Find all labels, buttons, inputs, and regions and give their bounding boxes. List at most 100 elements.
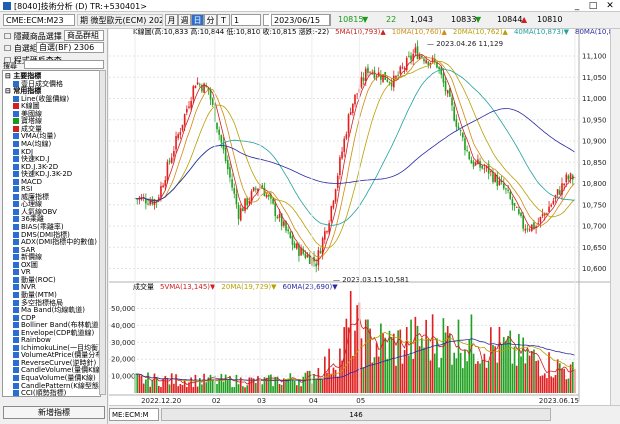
volume-bar [330,373,333,393]
candle-body [423,58,425,62]
tree-item-label: 壹日成交價格 [21,79,63,88]
volume-bar [285,378,287,393]
interval-input[interactable]: 1 [231,14,261,26]
tree-item[interactable]: IchimokuLine(一目均衡) [13,344,100,352]
chart-canvas[interactable]: 10,600 10,650 10,700 10,750 10,800 10,850 10,9… [109,29,610,405]
tree-item[interactable]: CandleVolume(量價K線) [13,366,100,374]
candle-body [459,130,462,131]
tree-item[interactable]: BIAS(乖離率) [13,223,64,231]
chart-area[interactable]: K線圖(高:10,833 高:10,844 低:10,810 收:10,815 … [109,28,620,405]
quote-open-arrow: ▼ [475,15,482,24]
tree-item[interactable]: OX圖 [13,261,38,269]
volume-bar [188,382,190,393]
volume-bar [539,376,542,393]
tree-item[interactable]: 36乘離 [13,215,44,223]
close-button[interactable]: ✕ [606,1,614,11]
tree-item[interactable]: 多空指標格局 [13,299,63,307]
tree-item[interactable]: KDJ [13,148,33,156]
tree-item[interactable]: ADX(DMI指標中的數值) [13,238,97,246]
candle-body [246,197,249,206]
period-day-button[interactable]: 日 [191,14,204,26]
tree-group[interactable]: ⊟ 常用指標 [5,87,41,95]
tree-item[interactable]: Envelope(CDP軌道線) [13,329,94,337]
tree-item[interactable]: SAR [13,246,35,254]
candle-body [539,216,542,223]
volume-bar [569,364,572,393]
period-month-button[interactable]: 月 [165,14,178,26]
tree-item[interactable]: 動量(ROC) [13,276,56,284]
tree-item[interactable]: VolumeAtPrice(價量分布) [13,351,100,359]
tree-group[interactable]: ⊟ 主要指標 [5,72,41,80]
tree-item[interactable]: MA(均線) [13,140,51,148]
date-picker[interactable]: 2023/06/15 [271,14,330,26]
tree-item[interactable]: Rainbow [13,336,51,344]
tree-item[interactable]: KD.J.3K-2D [13,163,58,171]
chart-scrollbar[interactable]: 146 [161,408,551,421]
volume-bar [147,372,149,393]
volume-bar [252,378,255,393]
period-week-button[interactable]: 週 [178,14,191,26]
tree-item[interactable]: CandlePattern(K線型態) [13,382,100,390]
volume-bar [289,373,292,393]
candle-body [207,87,210,91]
watchlist-checkbox[interactable]: ☐ 自選組 [4,44,38,53]
tree-item[interactable]: MACD [13,178,42,186]
symbol-input[interactable]: CME:ECM:M23 [3,14,75,26]
volume-bar [563,368,565,393]
indicator-icon [13,118,19,125]
candle-body [380,74,382,80]
candle-body [257,188,259,192]
watchlist-select[interactable]: 自選(BF) 2306 [36,42,104,53]
tree-item[interactable]: RSI [13,185,32,193]
volume-bar [231,387,233,393]
tree-item-label: 心理線 [21,200,42,209]
tree-item[interactable]: 快速KD.J.3K-2D [13,170,72,178]
volume-bar [418,346,421,393]
tree-item[interactable]: CCI(順勢指標) [13,389,66,396]
tree-item[interactable]: DMS(DMI指標) [13,231,70,239]
volume-bar [496,362,499,393]
tree-item-label: OX圖 [21,260,38,269]
tree-item[interactable]: VMA(均量) [13,132,56,140]
tree-item[interactable]: 心理線 [13,200,42,208]
tree-item[interactable]: 新價線 [13,253,42,261]
candle-body [218,129,220,135]
tree-item[interactable]: 成交量 [13,125,42,133]
search-input[interactable] [24,60,104,69]
group-select[interactable]: 商品群組 [64,30,104,41]
quote-high: 10844 [497,15,523,24]
tree-item[interactable]: 美國線 [13,110,42,118]
chart-scroll-bar[interactable]: ME:ECM:M 146 [109,405,620,424]
tree-item[interactable]: EquaVolume(量價K線) [13,374,96,382]
tree-item[interactable]: 寶塔線 [13,117,42,125]
tree-item[interactable]: Line(收盤價線) [13,95,69,103]
tree-item[interactable]: K線圖 [13,102,40,110]
volume-bar [485,367,488,393]
volume-bar [248,377,251,393]
volume-bar [481,360,484,393]
period-minute-button[interactable]: 分 [204,14,217,26]
tree-item[interactable]: 威廉指標 [13,193,49,201]
maximize-button[interactable]: □ [588,1,598,11]
tree-item[interactable]: VR [13,268,31,276]
chart-symbol-field[interactable]: ME:ECM:M [109,408,159,421]
tree-item[interactable]: 動量(MTM) [13,291,57,299]
tree-item[interactable]: NVR [13,283,36,291]
period-tick-button[interactable]: T [217,14,230,26]
add-indicator-button[interactable]: 新增指標 [3,406,105,419]
tree-item[interactable]: 快速KD.J [13,155,49,163]
volume-bar [403,349,406,393]
tree-item[interactable]: Ma Band(均線軌道) [13,306,85,314]
tree-item-label: ReverseCurve(逆時針) [21,358,97,367]
tree-item[interactable]: ReverseCurve(逆時針) [13,359,96,367]
tree-item[interactable]: CDP [13,314,36,322]
hide-selector-checkbox[interactable]: ☐ 隱藏商品選擇 [4,32,62,41]
tree-item[interactable]: 壹日成交價格 [13,80,63,88]
tree-scrollbar[interactable] [99,70,106,395]
minimize-button[interactable]: _ [574,1,580,11]
indicator-icon [13,352,19,359]
tree-item-label: DMS(DMI指標) [21,230,70,239]
volume-bar [347,327,350,393]
tree-item[interactable]: Bolliner Band(布林軌道) [13,321,100,329]
tree-item[interactable]: 人氣線OBV [13,208,57,216]
